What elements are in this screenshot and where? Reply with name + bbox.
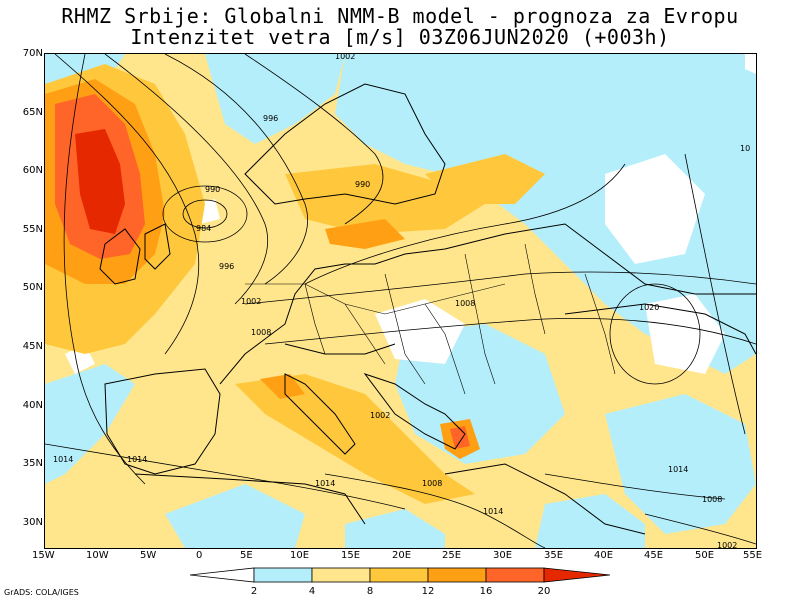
isobar-label: 996 [263,114,278,123]
isobar-label: 1002 [717,541,737,548]
isobar-label: 1014 [53,455,73,464]
lon-label: 10W [86,550,109,561]
isobar-label: 1008 [422,479,442,488]
lat-label: 70N [22,48,43,59]
isobars [45,54,756,548]
isobar-label: 990 [205,185,220,194]
wind-colorbar [190,567,610,583]
colorbar-label: 4 [308,586,316,597]
lon-label: 15E [341,550,361,561]
lat-label: 65N [22,107,43,118]
isobar-label: 1008 [702,495,722,504]
credit-text: GrADS: COLA/IGES [4,588,79,597]
lon-label: 20E [392,550,412,561]
isobar-label: 990 [355,180,370,189]
colorbar-segment [485,567,545,583]
isobar-labels: 1002 996 990 984 990 996 1002 1008 1008 … [53,54,750,548]
wind-low-areas [45,54,756,548]
colorbar-label: 8 [366,586,374,597]
isobar-label: 10 [740,144,750,153]
colorbar-segment [190,567,255,583]
isobar-label: 1008 [251,328,271,337]
colorbar-label: 2 [250,586,258,597]
isobar-label: 996 [219,262,234,271]
colorbar-segment [253,567,313,583]
lon-label: 5E [240,550,253,561]
lon-label: 15W [32,550,55,561]
colorbar-segment [543,567,610,583]
lat-label: 50N [22,282,43,293]
colorbar-label: 12 [421,586,435,597]
map-title: RHMZ Srbije: Globalni NMM-B model - prog… [61,4,739,28]
lat-label: 35N [22,458,43,469]
isobar-label: 1014 [315,479,335,488]
lon-label: 55E [743,550,763,561]
colorbar-segment [311,567,371,583]
colorbar-label: 20 [537,586,551,597]
lon-label: 5W [140,550,157,561]
isobar-label: 1014 [483,507,503,516]
colorbar-segment [427,567,487,583]
lat-label: 30N [22,517,43,528]
lon-label: 35E [544,550,564,561]
wind-strong-areas [45,64,545,504]
lon-label: 50E [695,550,715,561]
wind-calm-areas [65,54,756,374]
lat-label: 45N [22,341,43,352]
isobar-label: 1002 [370,411,390,420]
isobar-label: 1014 [668,465,688,474]
lon-label: 25E [442,550,462,561]
colorbar-segment [369,567,429,583]
isobar-label: 1002 [241,297,261,306]
coastlines [99,83,756,535]
colorbar-label: 16 [479,586,493,597]
lon-label: 10E [290,550,310,561]
isobar-label: 1020 [639,303,659,312]
lon-label: 40E [594,550,614,561]
lat-label: 60N [22,165,43,176]
lat-label: 40N [22,400,43,411]
lon-label: 30E [493,550,513,561]
map-subtitle: Intenzitet vetra [m/s] 03Z06JUN2020 (+00… [130,25,670,49]
wind-map: 1002 996 990 984 990 996 1002 1008 1008 … [44,53,757,549]
isobar-label: 984 [196,224,211,233]
isobar-label: 1008 [455,299,475,308]
isobar-label: 1002 [335,54,355,61]
lat-label: 55N [22,224,43,235]
lon-label: 0 [196,550,203,561]
isobar-label: 1014 [127,455,147,464]
lon-label: 45E [644,550,664,561]
